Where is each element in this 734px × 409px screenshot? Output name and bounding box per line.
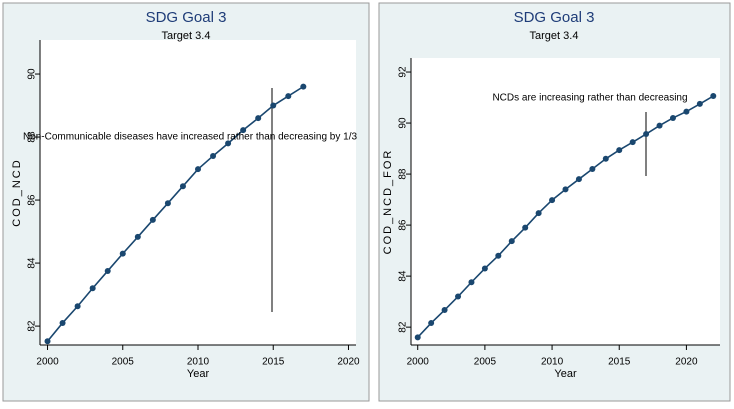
x-tick-label: 2000 <box>36 357 59 368</box>
data-point <box>179 183 186 190</box>
chart-title: SDG Goal 3 <box>514 9 595 26</box>
y-tick-label: 88 <box>398 168 409 180</box>
x-axis-title: Year <box>554 368 577 380</box>
y-tick-label: 88 <box>27 131 38 143</box>
data-point <box>428 320 435 327</box>
data-point <box>522 224 529 231</box>
data-point <box>481 265 488 272</box>
x-tick-label: 2020 <box>675 357 698 368</box>
data-point <box>270 102 277 109</box>
y-axis-title: COD_NCD_FOR <box>382 149 394 255</box>
y-tick-label: 92 <box>398 66 409 78</box>
data-point <box>210 152 217 159</box>
data-point <box>508 238 515 245</box>
data-point <box>441 307 448 314</box>
data-point <box>255 115 262 122</box>
data-point <box>44 338 51 345</box>
plot-region <box>40 40 356 345</box>
data-point <box>59 319 66 326</box>
data-point <box>149 216 156 223</box>
data-point <box>549 197 556 204</box>
data-point <box>589 165 596 172</box>
data-point <box>643 131 650 138</box>
data-point <box>414 334 421 341</box>
y-tick-label: 90 <box>27 68 38 80</box>
x-tick-label: 2010 <box>187 357 210 368</box>
y-tick-label: 84 <box>398 270 409 282</box>
chart-subtitle: Target 3.4 <box>530 30 579 42</box>
data-point <box>629 139 636 146</box>
y-tick-label: 82 <box>398 321 409 333</box>
annotation: Non-Communicable diseases have increased… <box>23 132 358 143</box>
data-point <box>683 108 690 115</box>
data-point <box>455 293 462 300</box>
data-point <box>104 267 111 274</box>
data-point <box>225 140 232 147</box>
data-point <box>710 93 717 100</box>
x-axis-title: Year <box>187 368 210 380</box>
x-tick-label: 2010 <box>541 357 564 368</box>
chart-title: SDG Goal 3 <box>146 9 227 26</box>
data-point <box>468 279 475 286</box>
x-tick-label: 2015 <box>608 357 631 368</box>
y-tick-label: 86 <box>27 194 38 206</box>
data-point <box>134 233 141 240</box>
data-point <box>669 114 676 121</box>
data-point <box>74 303 81 310</box>
data-point <box>616 147 623 154</box>
x-tick-label: 2000 <box>407 357 430 368</box>
data-point <box>535 210 542 217</box>
data-point <box>119 250 126 257</box>
data-point <box>164 200 171 207</box>
annotation: NCDs are increasing rather than decreasi… <box>492 93 687 104</box>
y-tick-label: 86 <box>398 219 409 231</box>
y-tick-label: 82 <box>27 320 38 332</box>
data-point <box>696 100 703 107</box>
data-point <box>300 83 307 90</box>
data-point <box>195 166 201 173</box>
plot-region <box>411 58 720 345</box>
data-point <box>285 93 292 100</box>
data-point <box>602 155 609 162</box>
data-point <box>495 252 502 259</box>
data-point <box>562 186 569 193</box>
data-point <box>240 127 247 134</box>
x-tick-label: 2020 <box>337 357 360 368</box>
y-axis-title: COD_NCD <box>11 158 23 226</box>
x-tick-label: 2015 <box>262 357 285 368</box>
x-tick-label: 2005 <box>112 357 135 368</box>
x-tick-label: 2005 <box>474 357 497 368</box>
data-point <box>575 176 582 183</box>
data-point <box>89 285 96 292</box>
data-line <box>46 85 304 342</box>
chart-subtitle: Target 3.4 <box>162 30 211 42</box>
y-tick-label: 90 <box>398 117 409 129</box>
data-point <box>656 122 663 129</box>
y-tick-label: 84 <box>27 257 38 269</box>
